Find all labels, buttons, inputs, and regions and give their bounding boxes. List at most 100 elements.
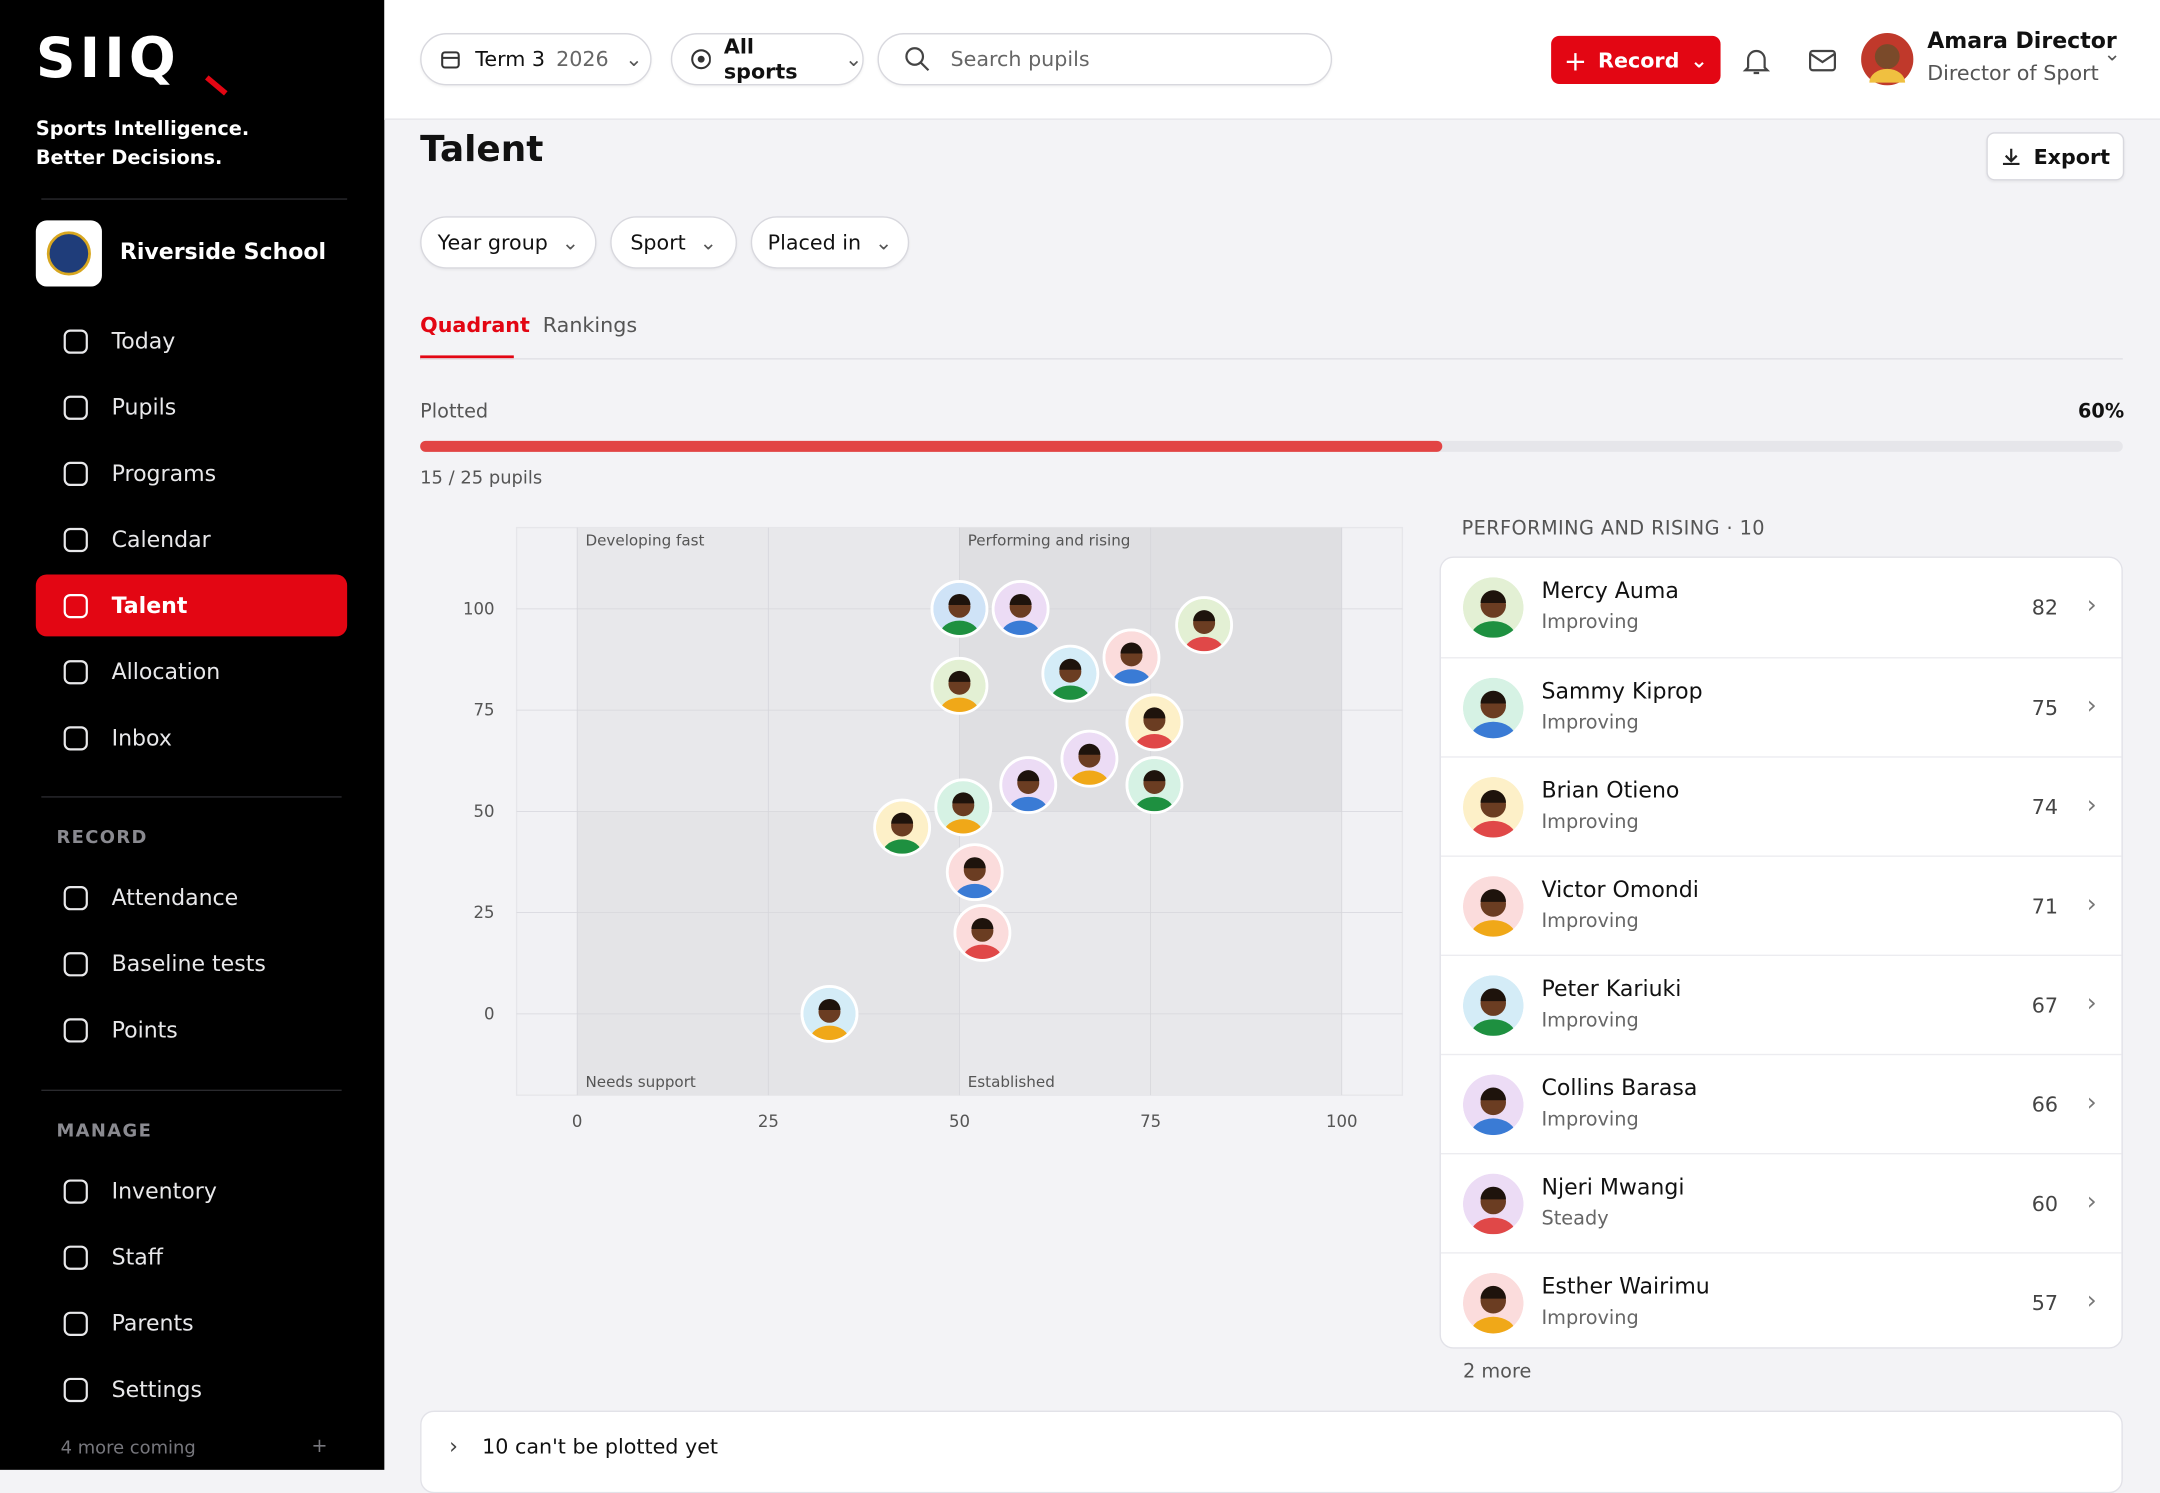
avatar-shirt [1470,1316,1516,1334]
pupil-row[interactable]: Collins Barasa Improving 66 › [1440,1053,2122,1155]
filter-label: Sport [630,230,686,255]
icon-shape [63,659,88,684]
tab-underline [420,355,514,360]
school-name[interactable]: Riverside School [119,238,327,265]
nav-item[interactable]: Attendance [36,866,347,928]
filter-label: Placed in [767,230,862,255]
unplotted-panel[interactable]: › 10 can't be plotted yet [420,1410,2123,1493]
divider [41,1089,342,1092]
pupil-status: Improving [1541,712,1639,735]
chevron: › [2086,590,2097,620]
nav-icon [63,593,88,618]
avatar-hair [1480,1285,1506,1299]
nav-icon [63,659,88,684]
nav-item[interactable]: Points [36,999,347,1061]
nav-label: Calendar [111,526,211,553]
divider [41,796,342,798]
avatar-art [1462,876,1524,937]
avatar-hair [1480,1186,1506,1200]
icon-shape [63,725,88,750]
mail-icon[interactable] [1806,44,1839,77]
pupil-name: Collins Barasa [1541,1074,1698,1101]
pupil-row[interactable]: Esther Wairimu Improving 57 › [1440,1252,2122,1347]
search-placeholder: Search pupils [950,46,1090,72]
pupil-status: Improving [1541,1108,1639,1131]
pupil-row[interactable]: Victor Omondi Improving 71 › [1440,855,2122,956]
pupil-name: Mercy Auma [1541,577,1679,604]
avatar-hair [948,593,971,605]
pupil-row[interactable]: Mercy Auma Improving 82 › [1441,558,2122,657]
pupil-name: Brian Otieno [1541,776,1680,804]
chevron[interactable]: ⌄ [2103,41,2121,67]
pupil-avatar [1462,1074,1524,1136]
nav-item[interactable]: Baseline tests [36,933,347,995]
nav-item[interactable]: Pupils [36,376,347,438]
unplotted-label: 10 can't be plotted yet [482,1434,719,1459]
avatar-shirt [939,697,980,713]
section-title: RECORD [56,827,148,849]
icon-shape [63,1377,88,1402]
pupil-score: 71 [2031,894,2059,919]
search-icon [905,47,930,72]
nav-item[interactable]: Settings [36,1358,347,1420]
record-button[interactable]: + Record ⌄ [1551,35,1721,85]
avatar-art [937,781,990,834]
pupil-row[interactable]: Njeri Mwangi Steady 60 › [1440,1153,2122,1254]
user-avatar[interactable] [1861,33,1914,86]
avatar-art [1128,696,1181,749]
nav-label: Baseline tests [111,950,266,977]
school-badge [35,220,102,287]
filter-pill[interactable]: Placed in ⌄ [750,216,910,269]
nav-item[interactable]: Staff [36,1226,347,1288]
filter-pill[interactable]: Sport ⌄ [610,216,737,269]
pupil-row[interactable]: Peter Kariuki Improving 67 › [1440,954,2122,1056]
sport-select[interactable]: All sports ⌄ [670,33,864,86]
quadrant-label: Established [968,1073,1055,1091]
nav-item[interactable]: Parents [36,1292,347,1354]
avatar-shirt [939,620,980,636]
icon-shape [63,527,88,552]
nav-label: Settings [111,1376,202,1403]
nav-item[interactable]: Inbox [36,707,347,769]
avatar-art [875,801,929,854]
pupil-avatar [1462,876,1524,937]
nav-label: Today [111,327,176,355]
avatar-hair [1480,590,1506,603]
ball-icon [691,49,712,70]
avatar-shirt [1111,669,1152,684]
logo[interactable]: SIIQ [35,27,180,91]
icon-shape [63,1178,88,1204]
nav-icon [63,951,88,976]
nav-item[interactable]: Allocation [36,641,347,703]
avatar-shirt [1470,1118,1516,1136]
nav-item[interactable]: Inventory [36,1160,347,1222]
progress-track [420,440,2123,452]
tab[interactable]: Rankings [542,312,638,338]
tab[interactable]: Quadrant [420,312,530,338]
export-button[interactable]: Export [1986,132,2125,181]
search-box[interactable]: Search pupils [877,33,1333,86]
nav-icon [63,394,88,420]
more-link[interactable]: 2 more [1462,1361,1532,1384]
more-coming: 4 more coming [60,1438,196,1459]
pupil-row[interactable]: Brian Otieno Improving 74 › [1440,756,2122,857]
nav-item[interactable]: Calendar [36,508,347,570]
term-select[interactable]: Term 3 2026 ⌄ [420,33,652,86]
nav-icon [63,1178,88,1204]
avatar-hair [1059,658,1082,670]
avatar-hair [1017,770,1040,782]
icon-shape [63,885,88,910]
nav-item[interactable]: Today [36,310,347,372]
add-icon[interactable]: + [311,1435,328,1458]
chevron: › [2086,1088,2097,1118]
filter-pill[interactable]: Year group ⌄ [420,216,597,269]
nav-item[interactable]: Talent [35,574,348,637]
nav-label: Inbox [111,724,172,751]
pupil-row[interactable]: Sammy Kiprop Improving 75 › [1440,657,2122,758]
nav-label: Inventory [111,1177,217,1204]
bell-icon[interactable] [1740,44,1773,77]
user-name: Amara Director [1927,27,2117,54]
icon-shape [63,593,88,618]
nav-item[interactable]: Programs [36,442,347,504]
avatar-hair [1480,889,1506,902]
